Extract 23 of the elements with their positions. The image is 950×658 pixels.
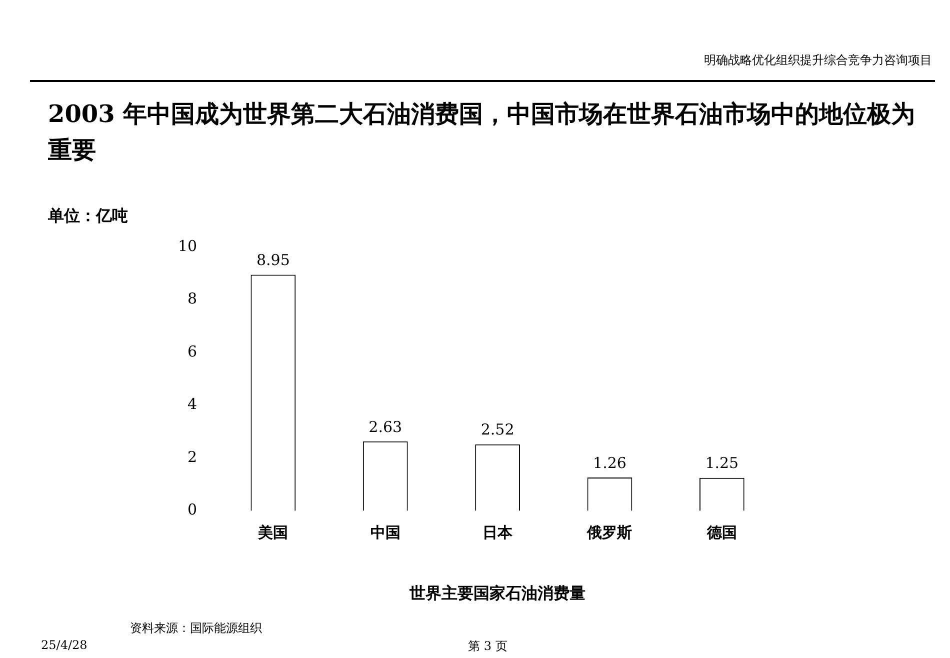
text: 第 3 页 <box>468 638 508 655</box>
x-axis-title: 世界主要国家石油消费量 <box>408 584 586 603</box>
data-label: 2.52 <box>480 420 514 439</box>
y-axis-title: 单位：亿吨 <box>48 206 128 227</box>
data-label: 1.25 <box>705 454 739 472</box>
y-tick-label: 0 <box>188 500 198 519</box>
y-tick-label: 2 <box>188 448 198 466</box>
y-tick-label: 10 <box>178 236 198 255</box>
x-tick-label: 日本 <box>482 524 514 542</box>
y-tick-label: 8 <box>188 290 198 308</box>
data-label: 2.63 <box>368 418 402 436</box>
x-tick-label: 美国 <box>257 524 288 542</box>
y-tick-label: 6 <box>188 342 198 360</box>
text: 资料来源：国际能源组织 <box>130 620 262 637</box>
y-tick-label: 4 <box>188 395 198 414</box>
text: 明确战略优化组织提升综合竞争力咨询项目 <box>704 52 932 69</box>
data-label: 1.26 <box>593 454 626 472</box>
x-tick-label: 俄罗斯 <box>586 524 632 542</box>
data-label: 8.95 <box>256 251 290 270</box>
x-tick-label: 中国 <box>370 524 400 542</box>
chart-title: 2003 年中国成为世界第二大石油消费国，中国市场在世界石油市场中的地位极为重要 <box>48 98 916 166</box>
text: 25/4/28 <box>41 638 88 652</box>
x-tick-label: 德国 <box>706 524 737 542</box>
